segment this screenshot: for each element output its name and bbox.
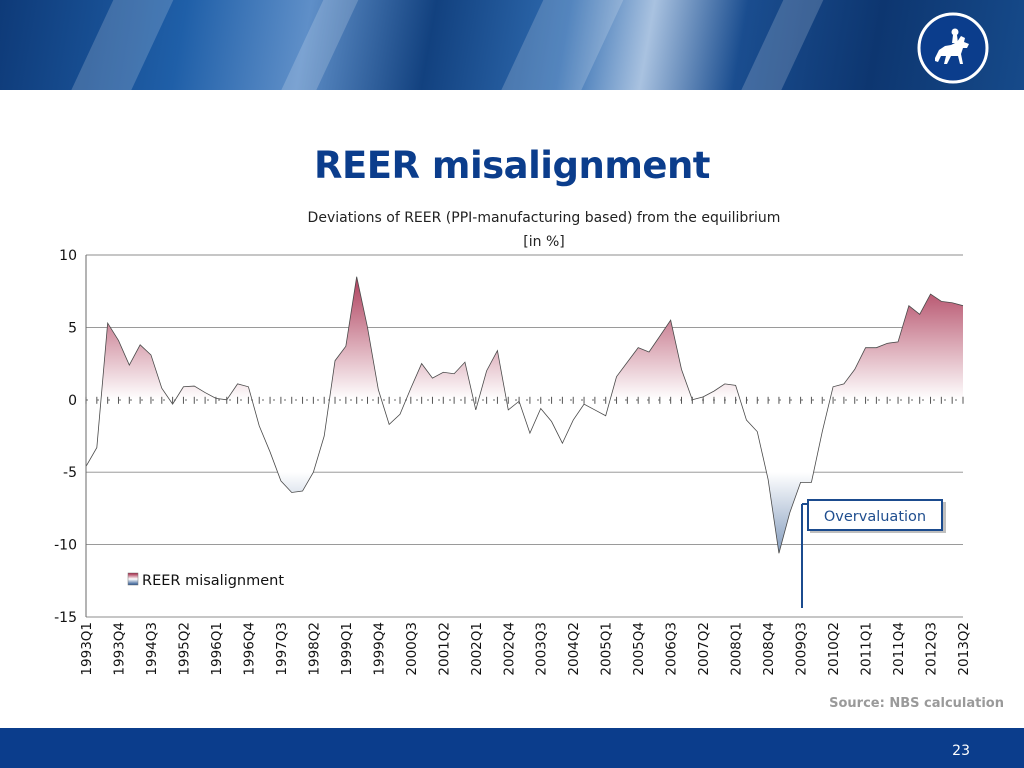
legend: REER misalignment bbox=[127, 572, 284, 589]
gridlines bbox=[86, 254, 963, 618]
legend-swatch bbox=[127, 572, 139, 586]
x-tick-label: 1999Q1 bbox=[339, 622, 355, 676]
x-axis-tick-labels: 1993Q1 1993Q4 1994Q3 1995Q2 1996Q1 1996Q4 1997… bbox=[79, 622, 972, 676]
y-tick-label: 5 bbox=[68, 320, 77, 336]
y-tick-label: -10 bbox=[54, 538, 77, 554]
x-axis-ticks bbox=[85, 396, 964, 404]
y-tick-label: 10 bbox=[59, 248, 77, 264]
chart-subtitle: [in %] bbox=[523, 234, 564, 250]
page-title: REER misalignment bbox=[313, 144, 711, 187]
x-tick-label: 2010Q2 bbox=[826, 622, 842, 676]
x-tick-label: 1996Q4 bbox=[241, 622, 257, 676]
x-tick-label: 2008Q4 bbox=[761, 622, 777, 676]
x-tick-label: 2002Q1 bbox=[469, 622, 485, 676]
callout-label: Overvaluation bbox=[824, 509, 926, 525]
x-tick-label: 1997Q3 bbox=[274, 622, 290, 676]
x-tick-label: 2005Q1 bbox=[599, 622, 615, 676]
x-tick-label: 2005Q4 bbox=[631, 622, 647, 676]
y-tick-label: -15 bbox=[54, 610, 77, 626]
x-tick-label: 1993Q1 bbox=[79, 622, 95, 676]
x-tick-label: 2011Q4 bbox=[891, 622, 907, 676]
x-tick-label: 2002Q4 bbox=[501, 622, 517, 676]
x-tick-label: 1996Q1 bbox=[209, 622, 225, 676]
header-banner bbox=[0, 0, 1024, 90]
x-tick-label: 2000Q3 bbox=[404, 622, 420, 676]
series-area-reer-misalignment bbox=[86, 276, 963, 554]
chart-title: Deviations of REER (PPI-manufacturing ba… bbox=[308, 210, 781, 226]
x-tick-label: 2013Q2 bbox=[956, 622, 972, 676]
x-tick-label: 1993Q4 bbox=[111, 622, 127, 676]
x-tick-label: 2012Q3 bbox=[924, 622, 940, 676]
footer-bar bbox=[0, 728, 1024, 768]
banner-streak bbox=[492, 0, 628, 90]
x-tick-label: 2001Q2 bbox=[436, 622, 452, 676]
page-number: 23 bbox=[952, 743, 970, 759]
source-note: Source: NBS calculation bbox=[829, 696, 1004, 711]
callout-box bbox=[807, 499, 943, 531]
x-tick-label: 2007Q2 bbox=[696, 622, 712, 676]
y-axis-tick-labels: 10 5 0 -5 -10 -15 bbox=[54, 248, 77, 626]
legend-label: REER misalignment bbox=[142, 573, 284, 589]
chart-title-background bbox=[275, 201, 813, 253]
y-tick-label: 0 bbox=[68, 393, 77, 409]
x-tick-label: 1999Q4 bbox=[371, 622, 387, 676]
banner-streak bbox=[62, 0, 178, 90]
x-tick-label: 1998Q2 bbox=[306, 622, 322, 676]
x-tick-label: 2008Q1 bbox=[729, 622, 745, 676]
banner-streak bbox=[732, 0, 828, 90]
overvaluation-callout: Overvaluation bbox=[801, 499, 946, 608]
x-tick-label: 2009Q3 bbox=[794, 622, 810, 676]
x-tick-label: 1994Q3 bbox=[144, 622, 160, 676]
x-tick-label: 1995Q2 bbox=[176, 622, 192, 676]
x-tick-label: 2006Q3 bbox=[664, 622, 680, 676]
x-tick-label: 2003Q3 bbox=[534, 622, 550, 676]
x-tick-label: 2011Q1 bbox=[859, 622, 875, 676]
horse-rider-seal-icon bbox=[917, 12, 989, 84]
x-tick-label: 2004Q2 bbox=[566, 622, 582, 676]
series-line-reer-misalignment bbox=[85, 276, 964, 554]
banner-streak bbox=[272, 0, 363, 90]
y-tick-label: -5 bbox=[63, 465, 77, 481]
